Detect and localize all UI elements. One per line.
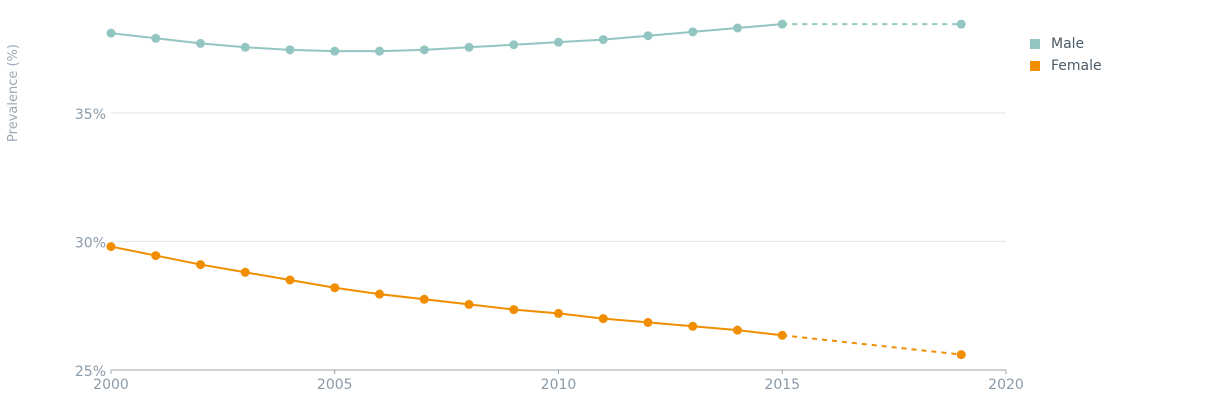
data-point-male[interactable] [419, 45, 429, 55]
data-point-female[interactable] [509, 305, 519, 315]
legend-label-female: Female [1051, 58, 1102, 74]
y-tick-label: 35% [75, 107, 106, 123]
series-male [106, 19, 966, 56]
data-point-female[interactable] [285, 275, 295, 285]
data-point-female[interactable] [196, 260, 205, 270]
data-point-female[interactable] [330, 283, 340, 293]
data-point-female[interactable] [106, 242, 116, 252]
data-point-female[interactable] [598, 314, 608, 324]
series-female [106, 242, 966, 360]
data-point-male[interactable] [643, 31, 653, 41]
y-tick-label: 30% [75, 235, 106, 251]
axes: 25% 30% 35% 2000 2005 2010 2015 2020 [75, 107, 1024, 393]
data-point-female[interactable] [777, 330, 787, 340]
data-point-female[interactable] [688, 321, 698, 331]
data-point-male[interactable] [240, 42, 250, 52]
x-tick-label: 2010 [541, 377, 577, 393]
y-tick-label: 25% [75, 364, 106, 380]
projection-line-female [782, 334, 962, 356]
data-point-male[interactable] [330, 46, 340, 56]
legend-swatch-male [1030, 39, 1040, 49]
data-point-male[interactable] [464, 42, 474, 52]
legend: Male Female [1030, 33, 1102, 77]
data-point-female[interactable] [464, 299, 474, 309]
x-tick-label: 2015 [764, 377, 800, 393]
data-point-male[interactable] [733, 23, 742, 33]
data-point-male[interactable] [509, 40, 519, 50]
data-point-female[interactable] [375, 289, 384, 299]
x-tick-label: 2005 [317, 377, 353, 393]
grid-lines [111, 112, 1006, 371]
data-point-female[interactable] [643, 317, 653, 327]
data-point-female[interactable] [240, 267, 250, 277]
data-point-male[interactable] [106, 28, 116, 38]
data-point-male[interactable] [196, 38, 205, 48]
series-line-male [110, 23, 783, 53]
projection-point-female[interactable] [956, 350, 966, 360]
data-point-female[interactable] [733, 325, 742, 335]
x-tick-label: 2020 [988, 377, 1024, 393]
series-group [106, 19, 966, 360]
data-point-female[interactable] [151, 251, 161, 261]
data-point-male[interactable] [285, 45, 295, 55]
data-point-male[interactable] [151, 33, 161, 43]
data-point-male[interactable] [688, 27, 698, 37]
legend-item-female[interactable]: Female [1030, 55, 1102, 77]
data-point-male[interactable] [375, 46, 384, 56]
legend-swatch-female [1030, 61, 1040, 71]
series-line-female [110, 245, 783, 337]
data-point-male[interactable] [554, 37, 563, 47]
legend-item-male[interactable]: Male [1030, 33, 1102, 55]
data-point-male[interactable] [777, 19, 787, 29]
data-point-male[interactable] [598, 35, 608, 45]
x-tick-label: 2000 [93, 377, 129, 393]
legend-label-male: Male [1051, 36, 1085, 52]
data-point-female[interactable] [419, 294, 429, 304]
projection-point-male[interactable] [956, 19, 966, 29]
data-point-female[interactable] [554, 308, 563, 318]
y-axis-title: Prevalence (%) [6, 44, 21, 142]
